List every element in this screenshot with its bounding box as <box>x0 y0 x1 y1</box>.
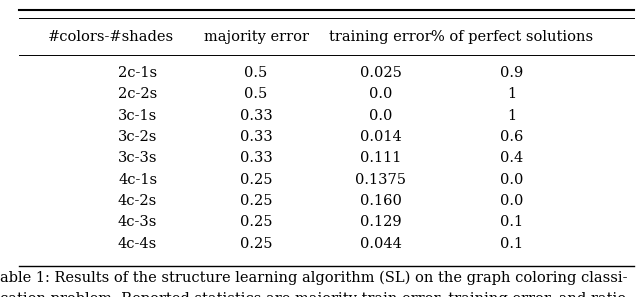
Text: 1: 1 <box>508 108 516 123</box>
Text: 4c-2s: 4c-2s <box>118 194 157 208</box>
Text: 0.1375: 0.1375 <box>355 173 406 187</box>
Text: 0.129: 0.129 <box>360 215 402 230</box>
Text: majority error: majority error <box>204 30 308 44</box>
Text: 0.25: 0.25 <box>240 194 272 208</box>
Text: 0.0: 0.0 <box>500 173 524 187</box>
Text: 0.044: 0.044 <box>360 237 402 251</box>
Text: % of perfect solutions: % of perfect solutions <box>431 30 593 44</box>
Text: 0.33: 0.33 <box>239 130 273 144</box>
Text: 4c-1s: 4c-1s <box>118 173 157 187</box>
Text: 0.0: 0.0 <box>369 108 392 123</box>
Text: 0.025: 0.025 <box>360 66 402 80</box>
Text: 1: 1 <box>508 87 516 101</box>
Text: 4c-3s: 4c-3s <box>118 215 157 230</box>
Text: 0.160: 0.160 <box>360 194 402 208</box>
Text: 0.1: 0.1 <box>500 237 524 251</box>
Text: 2c-2s: 2c-2s <box>118 87 157 101</box>
Text: 0.6: 0.6 <box>500 130 524 144</box>
Text: 0.25: 0.25 <box>240 173 272 187</box>
Text: #colors-#shades: #colors-#shades <box>48 30 174 44</box>
Text: able 1: Results of the structure learning algorithm (SL) on the graph coloring c: able 1: Results of the structure learnin… <box>0 271 627 285</box>
Text: 0.0: 0.0 <box>369 87 392 101</box>
Text: 0.33: 0.33 <box>239 108 273 123</box>
Text: 3c-3s: 3c-3s <box>118 151 157 165</box>
Text: 0.25: 0.25 <box>240 237 272 251</box>
Text: 0.9: 0.9 <box>500 66 524 80</box>
Text: training error: training error <box>330 30 432 44</box>
Text: 0.33: 0.33 <box>239 151 273 165</box>
Text: 0.4: 0.4 <box>500 151 524 165</box>
Text: 3c-2s: 3c-2s <box>118 130 157 144</box>
Text: 2c-1s: 2c-1s <box>118 66 157 80</box>
Text: 0.5: 0.5 <box>244 87 268 101</box>
Text: 0.5: 0.5 <box>244 66 268 80</box>
Text: 4c-4s: 4c-4s <box>118 237 157 251</box>
Text: 3c-1s: 3c-1s <box>118 108 157 123</box>
Text: 0.111: 0.111 <box>360 151 401 165</box>
Text: 0.0: 0.0 <box>500 194 524 208</box>
Text: 0.1: 0.1 <box>500 215 524 230</box>
Text: 0.014: 0.014 <box>360 130 402 144</box>
Text: 0.25: 0.25 <box>240 215 272 230</box>
Text: cation problem. Reported statistics are majority train error, training error, an: cation problem. Reported statistics are … <box>0 292 626 297</box>
